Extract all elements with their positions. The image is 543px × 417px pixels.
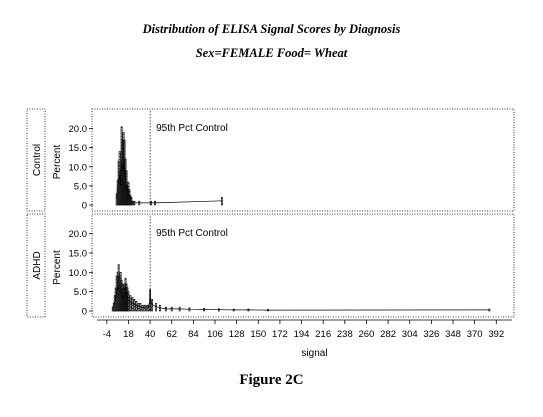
panel-label: ADHD: [32, 251, 43, 279]
density-curve: [116, 161, 222, 204]
histogram-bar: [131, 297, 134, 312]
histogram-bar: [129, 295, 132, 312]
figure-caption: Figure 2C: [239, 372, 304, 388]
panel-adhd: ADHD Percent 0 5.0 10.0 15.0 20.0 95th Pct Cont…: [26, 213, 515, 318]
x-tick-label: 150: [250, 329, 266, 340]
chart-title: Distribution of ELISA Signal Scores by D…: [142, 22, 401, 36]
y-axis-label: Percent: [52, 145, 63, 180]
reference-annotation: 95th Pct Control: [156, 228, 228, 239]
x-tick-label: 370: [467, 329, 483, 340]
y-tick-label: 5.0: [74, 287, 87, 298]
y-tick-label: 5.0: [74, 181, 87, 192]
x-tick-label: 348: [445, 329, 461, 340]
panel-control: Control Percent 0 5.0 10.0 15.0 20.0 95th Pct C…: [26, 108, 515, 212]
x-tick-label: 106: [207, 329, 223, 340]
x-tick-label: 172: [272, 329, 288, 340]
x-tick-label: 62: [166, 329, 177, 340]
x-axis-label: signal: [301, 348, 327, 359]
x-tick-label: -4: [103, 329, 111, 340]
x-tick-label: 84: [188, 329, 199, 340]
panel-label-box: [26, 213, 46, 318]
x-tick-label: 40: [145, 329, 156, 340]
y-tick-label: 10.0: [69, 162, 88, 173]
x-tick-label: 260: [359, 329, 375, 340]
x-tick-label: 128: [229, 329, 245, 340]
x-tick-label: 282: [380, 329, 396, 340]
y-tick-label: 15.0: [69, 143, 88, 154]
y-tick-label: 20.0: [69, 124, 88, 135]
histogram-bar: [137, 302, 140, 312]
plot-frame: [91, 213, 515, 318]
x-tick-label: 216: [315, 329, 331, 340]
x-tick-label: 304: [402, 329, 418, 340]
x-tick-label: 392: [488, 329, 504, 340]
y-tick-label: 0: [82, 307, 87, 318]
chart-subtitle: Sex=FEMALE Food= Wheat: [195, 46, 348, 60]
histogram-bar: [220, 197, 223, 206]
plot-frame: [91, 108, 515, 212]
x-tick-label: 18: [123, 329, 134, 340]
y-tick-label: 20.0: [69, 229, 88, 240]
x-tick-label: 194: [294, 329, 310, 340]
x-tick-label: 326: [423, 329, 439, 340]
y-axis-label: Percent: [52, 250, 63, 285]
density-curve: [112, 285, 490, 311]
y-tick-label: 15.0: [69, 249, 88, 260]
y-tick-label: 10.0: [69, 268, 88, 279]
panel-label: Control: [32, 144, 43, 176]
y-tick-label: 0: [82, 201, 87, 212]
reference-annotation: 95th Pct Control: [156, 123, 228, 134]
x-tick-label: 238: [337, 329, 353, 340]
